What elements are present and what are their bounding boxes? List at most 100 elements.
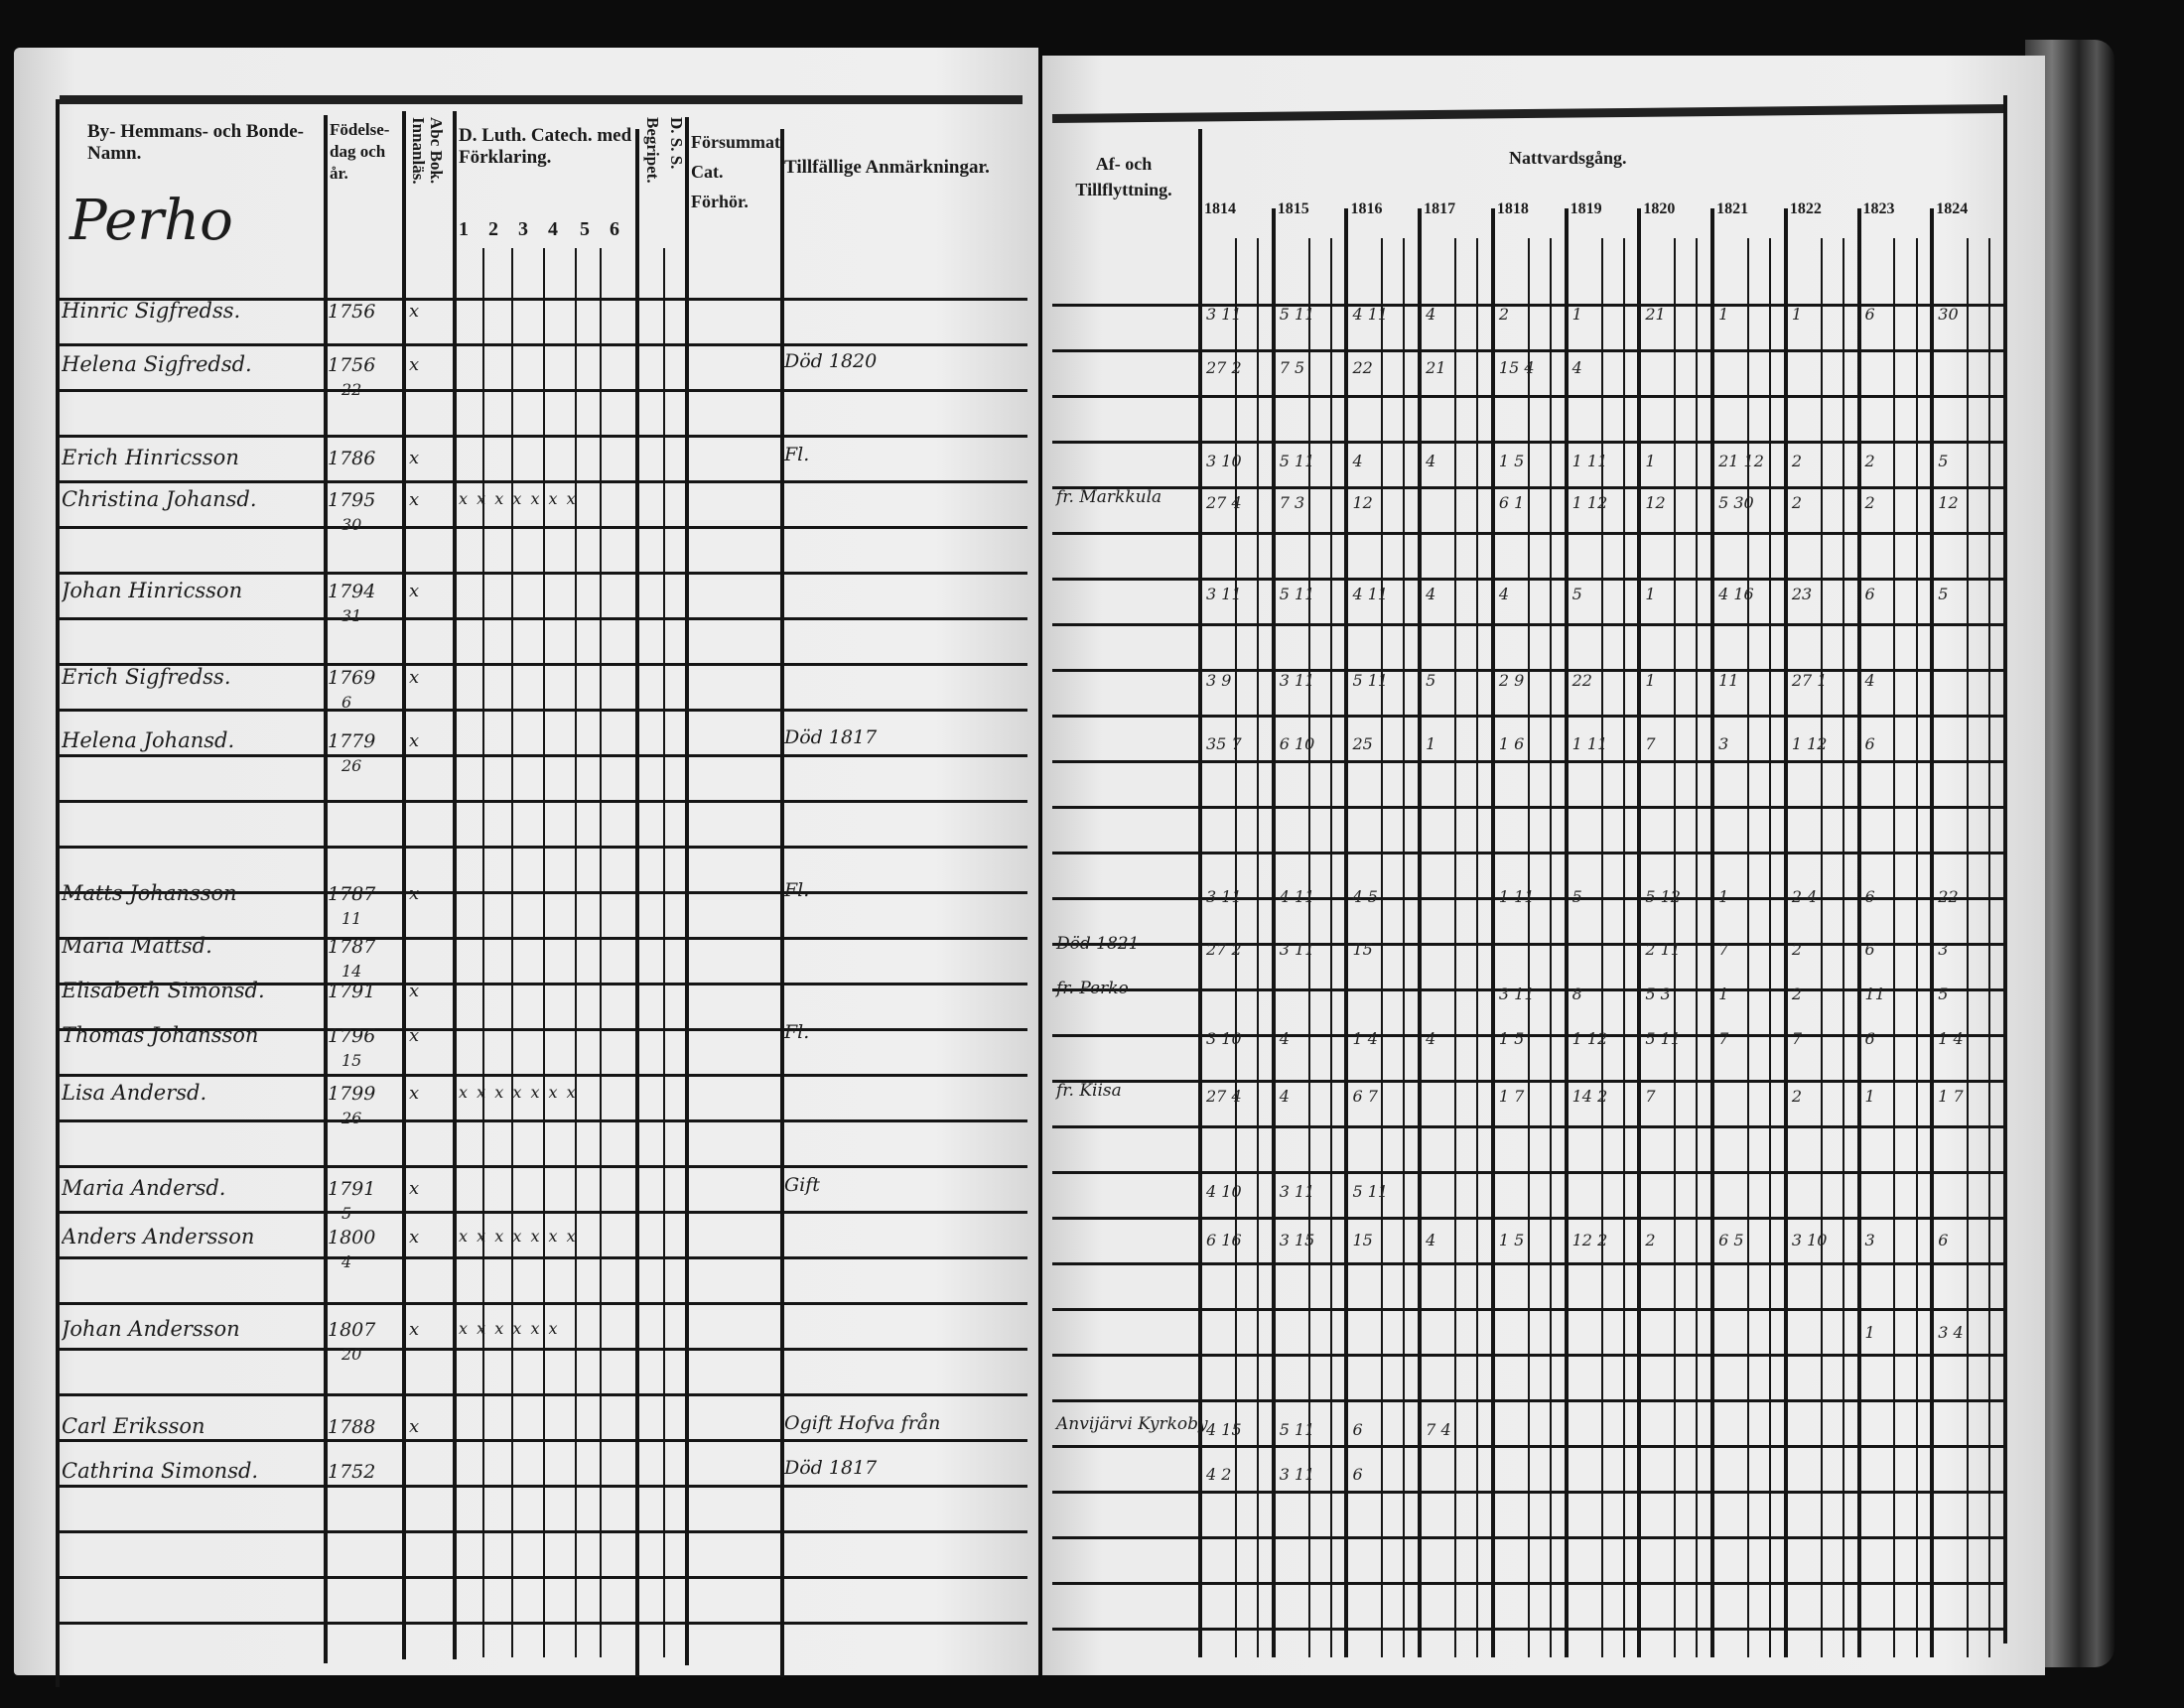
- birth-year: 1800: [328, 1227, 376, 1248]
- communion-mark: 4 11: [1352, 305, 1389, 324]
- header-dss: D. S. S.: [667, 117, 686, 170]
- remark: Död 1820: [784, 350, 878, 372]
- left-page: [14, 48, 1038, 1675]
- year-rule: [1637, 208, 1642, 1657]
- abc-mark: x: [409, 883, 420, 904]
- person-name: Elisabeth Simonsd.: [62, 979, 265, 1002]
- move-note: fr. Markkula: [1056, 487, 1162, 507]
- communion-mark: 2 11: [1645, 940, 1681, 959]
- row-rule: [60, 617, 1027, 620]
- communion-mark: 3: [1864, 1231, 1875, 1249]
- abc-mark: x: [409, 489, 420, 510]
- row-rule: [1052, 1262, 2005, 1265]
- communion-mark: 15: [1352, 940, 1373, 959]
- communion-mark: 6: [1864, 305, 1875, 324]
- row-rule: [1052, 532, 2005, 535]
- communion-mark: 14 2: [1571, 1087, 1608, 1106]
- birth-year: 1769: [328, 667, 376, 689]
- subcolumn-rule: [1893, 238, 1896, 1657]
- birth-year: 1791: [328, 1178, 376, 1200]
- row-rule: [1052, 760, 2005, 763]
- column-rule: [324, 115, 328, 1663]
- row-rule: [60, 526, 1027, 529]
- person-name: Maria Mattsd.: [62, 934, 212, 958]
- communion-mark: 1 12: [1571, 493, 1608, 512]
- row-rule: [1052, 806, 2005, 809]
- row-rule: [60, 709, 1027, 712]
- birth-year: 1756: [328, 354, 376, 376]
- communion-mark: 22: [1352, 358, 1373, 377]
- communion-mark: 6: [1352, 1420, 1363, 1439]
- communion-mark: 3 10: [1206, 452, 1242, 470]
- communion-mark: 7: [1645, 734, 1656, 753]
- subcolumn-rule: [1746, 238, 1749, 1657]
- subcolumn-rule: [1307, 238, 1310, 1657]
- row-rule: [60, 1622, 1027, 1625]
- subcolumn-rule: [1234, 238, 1237, 1657]
- communion-mark: 3 11: [1206, 887, 1242, 906]
- person-name: Lisa Andersd.: [62, 1081, 207, 1105]
- abc-mark: x: [409, 1025, 420, 1046]
- subcolumn-rule: [1454, 238, 1457, 1657]
- communion-mark: 4 10: [1206, 1182, 1242, 1201]
- person-name: Helena Johansd.: [62, 728, 235, 752]
- person-name: Hinric Sigfredss.: [62, 299, 241, 323]
- village-name: Perho: [69, 189, 233, 253]
- row-rule: [60, 1530, 1027, 1533]
- row-rule: [60, 298, 1027, 301]
- communion-mark: 3 11: [1279, 1182, 1315, 1201]
- communion-mark: 6: [1352, 1465, 1363, 1484]
- birth-year: 1786: [328, 448, 376, 469]
- communion-mark: 35 7: [1206, 734, 1242, 753]
- communion-mark: 6: [1864, 887, 1875, 906]
- catechism-marks: x x x x x x: [459, 1319, 560, 1338]
- communion-mark: 4: [1426, 452, 1436, 470]
- communion-mark: 6: [1864, 734, 1875, 753]
- row-rule: [1052, 1080, 2005, 1083]
- row-rule: [60, 1074, 1027, 1077]
- communion-mark: 5: [1938, 985, 1949, 1003]
- year-label: 1817: [1424, 200, 1456, 217]
- communion-mark: 5 3: [1645, 985, 1671, 1003]
- communion-mark: 15: [1352, 1231, 1373, 1249]
- communion-mark: 22: [1571, 671, 1592, 690]
- communion-mark: 2: [1864, 493, 1875, 512]
- row-rule: [1052, 395, 2005, 398]
- year-rule: [1344, 208, 1349, 1657]
- communion-mark: 12: [1938, 493, 1959, 512]
- birth-year: 1756: [328, 301, 376, 323]
- row-rule: [60, 1576, 1027, 1579]
- row-rule: [1052, 1354, 2005, 1357]
- communion-mark: 5: [1571, 887, 1582, 906]
- communion-mark: 27 1: [1791, 671, 1828, 690]
- birth-year: 1787: [328, 883, 376, 905]
- row-rule: [1052, 1491, 2005, 1494]
- subcolumn-rule: [511, 248, 513, 1657]
- communion-mark: 12 2: [1571, 1231, 1608, 1249]
- year-rule: [1564, 208, 1569, 1657]
- row-rule: [60, 1348, 1027, 1351]
- row-rule: [60, 1211, 1027, 1214]
- abc-mark: x: [409, 1319, 420, 1340]
- communion-mark: 4: [1426, 305, 1436, 324]
- row-rule: [1052, 1034, 2005, 1037]
- communion-mark: 1: [1864, 1323, 1875, 1342]
- year-rule: [1856, 208, 1861, 1657]
- subcolumn-rule: [663, 248, 665, 1657]
- communion-mark: 27 2: [1206, 358, 1242, 377]
- row-rule: [1052, 1171, 2005, 1174]
- person-name: Matts Johansson: [62, 881, 237, 905]
- communion-mark: 5 11: [1645, 1029, 1681, 1048]
- communion-mark: 4: [1498, 585, 1510, 603]
- communion-mark: 1: [1645, 452, 1656, 470]
- remark: Fl.: [784, 444, 810, 465]
- abc-mark: x: [409, 581, 420, 601]
- communion-mark: 5 11: [1279, 452, 1315, 470]
- right-page: [1042, 56, 2045, 1675]
- column-rule: [56, 99, 60, 1687]
- communion-mark: 1 4: [1352, 1029, 1378, 1048]
- communion-mark: 3 11: [1206, 305, 1242, 324]
- communion-mark: 7 5: [1279, 358, 1305, 377]
- communion-mark: 1: [1571, 305, 1582, 324]
- communion-mark: 11: [1864, 985, 1885, 1003]
